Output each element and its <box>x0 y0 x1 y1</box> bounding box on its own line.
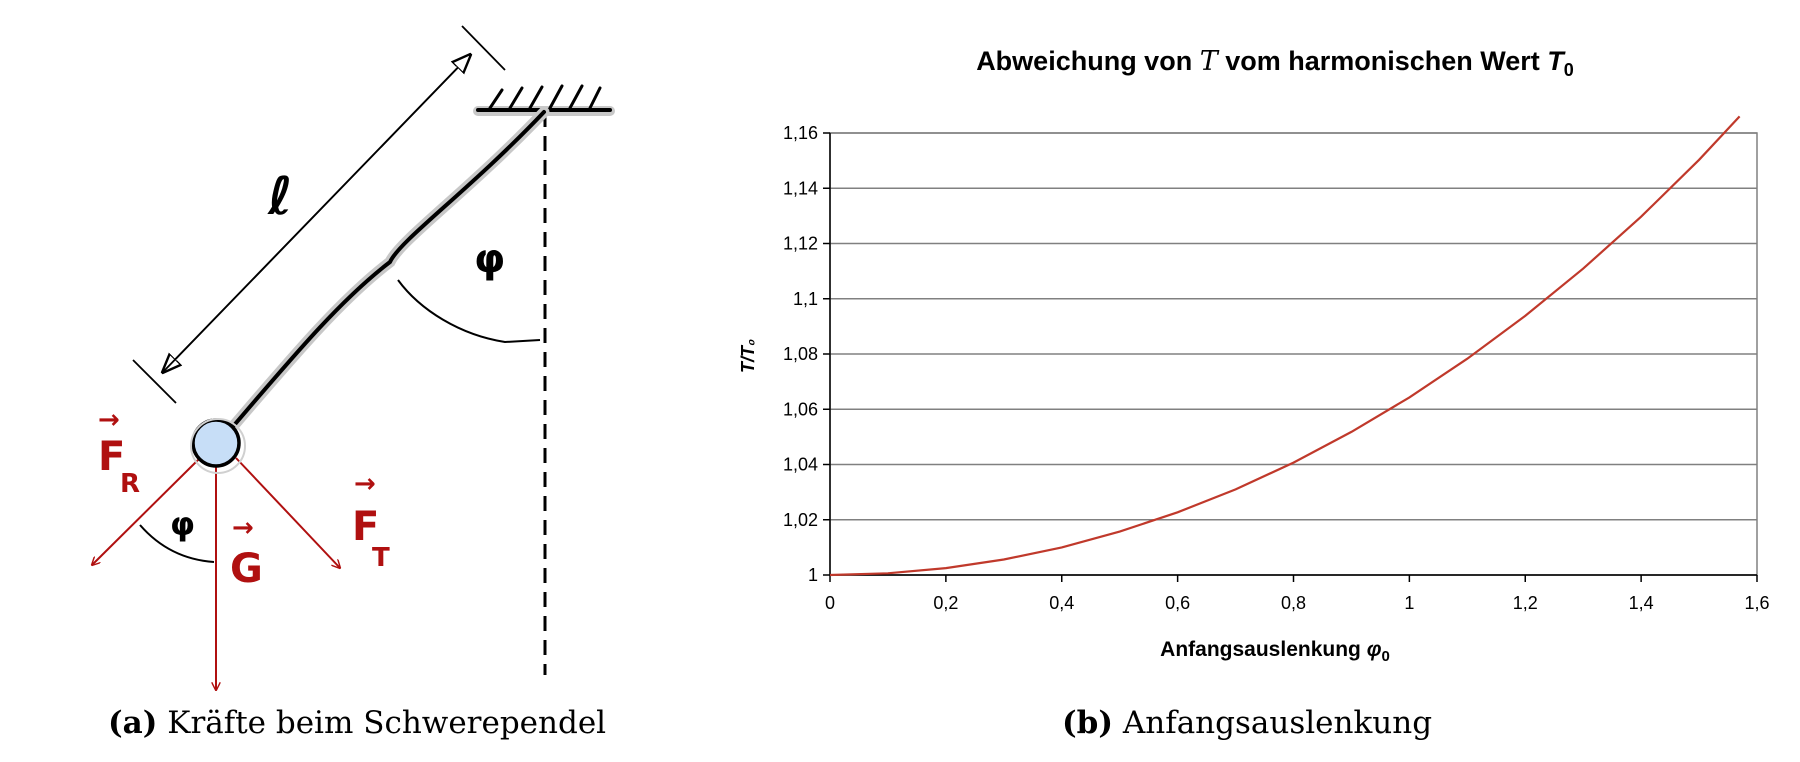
svg-text:T: T <box>372 543 390 573</box>
chart-title-middle: vom harmonischen Wert <box>1218 46 1548 76</box>
pendulum-figure: ℓ φ φ → F R → G → F T (a) Kräfte beim Sc… <box>0 0 700 762</box>
y-tick-label: 1,06 <box>783 399 818 419</box>
x-tick-label: 1,6 <box>1744 593 1769 613</box>
y-tick-label: 1,08 <box>783 344 818 364</box>
y-tick-label: 1 <box>808 565 818 585</box>
x-tick-label: 0 <box>825 593 835 613</box>
chart-title-prefix: Abweichung von <box>976 46 1200 76</box>
svg-text:F: F <box>98 434 125 480</box>
svg-text:→: → <box>354 469 376 499</box>
caption-a-tag: (a) <box>108 705 158 741</box>
x-tick-label: 1 <box>1404 593 1414 613</box>
x-tick-label: 0,6 <box>1165 593 1190 613</box>
svg-text:→: → <box>98 405 120 435</box>
y-tick-label: 1,14 <box>783 178 818 198</box>
caption-a: (a) Kräfte beim Schwerependel <box>108 705 606 741</box>
y-tick-label: 1,1 <box>793 289 818 309</box>
svg-text:G: G <box>230 546 263 592</box>
y-tick-label: 1,16 <box>783 123 818 143</box>
x-tick-label: 1,2 <box>1513 593 1538 613</box>
pendulum-drawing: ℓ φ φ → F R → G → F T <box>0 25 615 700</box>
chart-title: Abweichung von T vom harmonischen Wert T… <box>976 46 1574 80</box>
chart-title-symbol: T <box>1200 46 1220 77</box>
x-axis-label: Anfangsauslenkung φ0 <box>1160 638 1390 665</box>
x-tick-label: 0,2 <box>933 593 958 613</box>
length-label: ℓ <box>267 167 293 227</box>
angle-arc-top <box>397 279 541 344</box>
svg-text:R: R <box>120 469 140 499</box>
y-tick-label: 1,12 <box>783 234 818 254</box>
svg-text:F: F <box>352 504 379 550</box>
caption-b-tag: (b) <box>1062 705 1114 741</box>
x-tick-label: 0,4 <box>1049 593 1074 613</box>
caption-a-text: Kräfte beim Schwerependel <box>167 705 607 741</box>
caption-b-text: Anfangsauslenkung <box>1122 705 1433 741</box>
y-tick-label: 1,04 <box>783 455 818 475</box>
angle-label-top: φ <box>474 236 505 282</box>
chart-title-sub: 0 <box>1564 60 1574 80</box>
pendulum-string <box>224 106 550 436</box>
angle-label-bottom: φ <box>170 505 195 543</box>
force-restoring-arrow <box>92 457 201 565</box>
force-tangential-arrow <box>235 457 340 568</box>
x-axis-label-symbol: φ <box>1367 638 1382 661</box>
y-axis-label: T/T₀ <box>738 339 758 373</box>
force-restoring-label: → F R <box>98 405 140 499</box>
caption-b: (b) Anfangsauslenkung <box>1062 705 1432 741</box>
x-axis-label-text: Anfangsauslenkung <box>1160 638 1367 661</box>
curve-line <box>829 115 1741 577</box>
chart-figure: Abweichung von T vom harmonischen Wert T… <box>700 0 1800 762</box>
force-vectors <box>92 457 340 690</box>
svg-text:→: → <box>232 513 254 543</box>
chart-title-symbol2: T <box>1547 46 1566 76</box>
y-tick-label: 1,02 <box>783 510 818 530</box>
force-tangential-label: → F T <box>352 469 390 573</box>
x-tick-label: 1,4 <box>1629 593 1654 613</box>
gravity-label: → G <box>230 513 263 592</box>
x-axis-label-sub: 0 <box>1381 648 1389 665</box>
x-tick-label: 0,8 <box>1281 593 1306 613</box>
period-deviation-chart: Abweichung von T vom harmonischen Wert T… <box>738 46 1770 665</box>
angle-arc-bottom <box>139 524 215 563</box>
length-dimension <box>132 25 506 404</box>
